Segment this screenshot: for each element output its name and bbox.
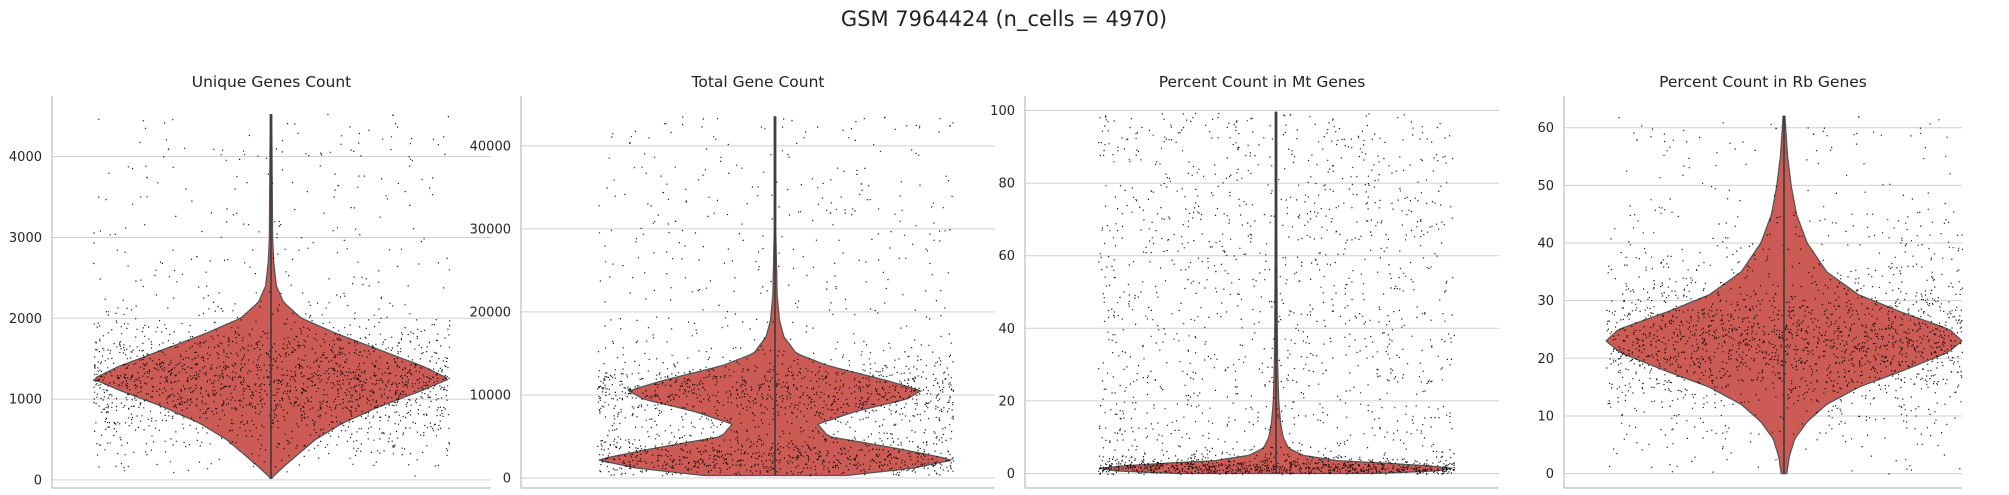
y-tick-label: 100 bbox=[990, 104, 1015, 119]
chart-panel-4: Percent Count in Rb Genes 0 10 20 30 40 50 60 bbox=[1537, 73, 1963, 489]
figure-suptitle: GSM 7964424 (n_cells = 4970) bbox=[841, 7, 1167, 32]
y-tick-label: 40 bbox=[998, 322, 1015, 337]
y-tick-label: 30000 bbox=[470, 222, 511, 237]
y-tick-label: 0 bbox=[1007, 467, 1015, 482]
y-tick-label: 1000 bbox=[9, 393, 42, 408]
data-points bbox=[1098, 112, 1456, 476]
chart-panel-3: Percent Count in Mt Genes 0 20 40 60 80 100 bbox=[990, 73, 1499, 489]
y-tick-label: 20000 bbox=[470, 305, 511, 320]
y-tick-label: 3000 bbox=[9, 231, 42, 246]
y-tick-label: 0 bbox=[1546, 467, 1554, 482]
panel-title: Unique Genes Count bbox=[192, 73, 352, 91]
y-tick-label: 30 bbox=[1537, 294, 1554, 309]
y-tick-label: 10 bbox=[1537, 409, 1554, 424]
chart-panel-1: Unique Genes Count 0 1000 2000 3000 4000 bbox=[9, 73, 491, 489]
y-tick-label: 80 bbox=[998, 177, 1015, 192]
y-tick-label: 0 bbox=[503, 472, 511, 487]
panel-title: Percent Count in Rb Genes bbox=[1659, 73, 1867, 91]
panel-title: Total Gene Count bbox=[691, 73, 825, 91]
y-tick-label: 50 bbox=[1537, 179, 1554, 194]
y-tick-label: 20 bbox=[998, 394, 1015, 409]
y-tick-label: 10000 bbox=[470, 388, 511, 403]
y-tick-label: 40 bbox=[1537, 237, 1554, 252]
panel-title: Percent Count in Mt Genes bbox=[1159, 73, 1366, 91]
y-tick-label: 20 bbox=[1537, 352, 1554, 367]
y-tick-label: 40000 bbox=[470, 139, 511, 154]
y-tick-label: 4000 bbox=[9, 150, 42, 165]
y-tick-label: 2000 bbox=[9, 312, 42, 327]
y-tick-label: 60 bbox=[998, 249, 1015, 264]
chart-panel-2: Total Gene Count 0 10000 20000 30000 40000 bbox=[470, 73, 995, 489]
y-tick-label: 0 bbox=[34, 473, 42, 488]
y-tick-label: 60 bbox=[1537, 121, 1554, 136]
